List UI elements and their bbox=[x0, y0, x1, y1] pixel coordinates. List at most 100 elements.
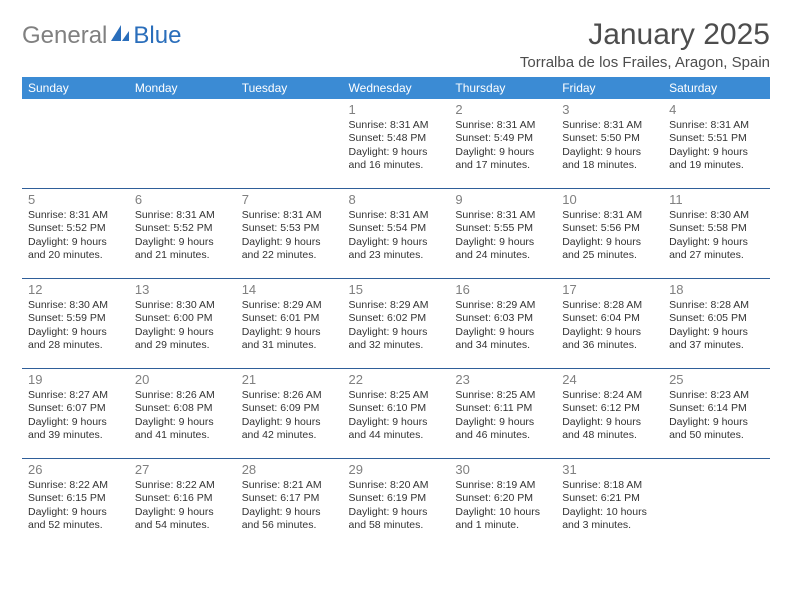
daylight-line: Daylight: 9 hours and 27 minutes. bbox=[669, 236, 764, 263]
sunset-line: Sunset: 6:21 PM bbox=[562, 492, 657, 505]
sunset-line: Sunset: 5:48 PM bbox=[349, 132, 444, 145]
calendar-cell bbox=[236, 99, 343, 189]
sunrise-line: Sunrise: 8:31 AM bbox=[562, 119, 657, 132]
day-info: Sunrise: 8:25 AMSunset: 6:10 PMDaylight:… bbox=[349, 389, 444, 443]
calendar-week-row: 5Sunrise: 8:31 AMSunset: 5:52 PMDaylight… bbox=[22, 189, 770, 279]
day-number: 20 bbox=[135, 372, 230, 387]
sunrise-line: Sunrise: 8:20 AM bbox=[349, 479, 444, 492]
day-number: 6 bbox=[135, 192, 230, 207]
sunrise-line: Sunrise: 8:26 AM bbox=[135, 389, 230, 402]
sunset-line: Sunset: 5:53 PM bbox=[242, 222, 337, 235]
day-number: 24 bbox=[562, 372, 657, 387]
calendar-cell: 24 Sunrise: 8:24 AMSunset: 6:12 PMDayligh… bbox=[556, 369, 663, 459]
sunrise-line: Sunrise: 8:28 AM bbox=[669, 299, 764, 312]
day-info: Sunrise: 8:31 AMSunset: 5:50 PMDaylight:… bbox=[562, 119, 657, 173]
calendar-cell: 19Sunrise: 8:27 AMSunset: 6:07 PMDayligh… bbox=[22, 369, 129, 459]
day-header: Friday bbox=[556, 77, 663, 99]
sunset-line: Sunset: 5:56 PM bbox=[562, 222, 657, 235]
day-info: Sunrise: 8:18 AMSunset: 6:21 PMDaylight:… bbox=[562, 479, 657, 533]
calendar-week-row: 26Sunrise: 8:22 AMSunset: 6:15 PMDayligh… bbox=[22, 459, 770, 549]
day-info: Sunrise: 8:31 AMSunset: 5:53 PMDaylight:… bbox=[242, 209, 337, 263]
day-info: Sunrise: 8:30 AMSunset: 5:58 PMDaylight:… bbox=[669, 209, 764, 263]
sunset-line: Sunset: 6:01 PM bbox=[242, 312, 337, 325]
sunset-line: Sunset: 6:14 PM bbox=[669, 402, 764, 415]
day-number: 7 bbox=[242, 192, 337, 207]
sunset-line: Sunset: 5:51 PM bbox=[669, 132, 764, 145]
daylight-line: Daylight: 9 hours and 24 minutes. bbox=[455, 236, 550, 263]
day-info: Sunrise: 8:29 AMSunset: 6:02 PMDaylight:… bbox=[349, 299, 444, 353]
calendar-cell: 11Sunrise: 8:30 AMSunset: 5:58 PMDayligh… bbox=[663, 189, 770, 279]
day-number: 21 bbox=[242, 372, 337, 387]
calendar-cell: 16Sunrise: 8:29 AMSunset: 6:03 PMDayligh… bbox=[449, 279, 556, 369]
daylight-line: Daylight: 9 hours and 39 minutes. bbox=[28, 416, 123, 443]
day-info: Sunrise: 8:27 AMSunset: 6:07 PMDaylight:… bbox=[28, 389, 123, 443]
sunset-line: Sunset: 5:49 PM bbox=[455, 132, 550, 145]
sunset-line: Sunset: 6:17 PM bbox=[242, 492, 337, 505]
day-info: Sunrise: 8:30 AMSunset: 6:00 PMDaylight:… bbox=[135, 299, 230, 353]
day-info: Sunrise: 8:31 AMSunset: 5:56 PMDaylight:… bbox=[562, 209, 657, 263]
daylight-line: Daylight: 9 hours and 44 minutes. bbox=[349, 416, 444, 443]
daylight-line: Daylight: 9 hours and 25 minutes. bbox=[562, 236, 657, 263]
day-number: 3 bbox=[562, 102, 657, 117]
location-text: Torralba de los Frailes, Aragon, Spain bbox=[520, 54, 770, 71]
day-number: 10 bbox=[562, 192, 657, 207]
calendar-cell: 31Sunrise: 8:18 AMSunset: 6:21 PMDayligh… bbox=[556, 459, 663, 549]
day-number: 26 bbox=[28, 462, 123, 477]
day-number: 1 bbox=[349, 102, 444, 117]
day-info: Sunrise: 8:28 AMSunset: 6:05 PMDaylight:… bbox=[669, 299, 764, 353]
daylight-line: Daylight: 9 hours and 37 minutes. bbox=[669, 326, 764, 353]
daylight-line: Daylight: 9 hours and 31 minutes. bbox=[242, 326, 337, 353]
day-info: Sunrise: 8:20 AMSunset: 6:19 PMDaylight:… bbox=[349, 479, 444, 533]
day-info: Sunrise: 8:22 AMSunset: 6:16 PMDaylight:… bbox=[135, 479, 230, 533]
sunset-line: Sunset: 6:11 PM bbox=[455, 402, 550, 415]
day-info: Sunrise: 8:31 AMSunset: 5:52 PMDaylight:… bbox=[28, 209, 123, 263]
calendar-cell: 17Sunrise: 8:28 AMSunset: 6:04 PMDayligh… bbox=[556, 279, 663, 369]
sunset-line: Sunset: 5:50 PM bbox=[562, 132, 657, 145]
sunrise-line: Sunrise: 8:31 AM bbox=[455, 209, 550, 222]
sunset-line: Sunset: 5:52 PM bbox=[28, 222, 123, 235]
calendar-cell: 13Sunrise: 8:30 AMSunset: 6:00 PMDayligh… bbox=[129, 279, 236, 369]
sunset-line: Sunset: 5:59 PM bbox=[28, 312, 123, 325]
title-block: January 2025 Torralba de los Frailes, Ar… bbox=[520, 18, 770, 71]
sunrise-line: Sunrise: 8:30 AM bbox=[28, 299, 123, 312]
daylight-line: Daylight: 9 hours and 34 minutes. bbox=[455, 326, 550, 353]
sunrise-line: Sunrise: 8:29 AM bbox=[455, 299, 550, 312]
sunrise-line: Sunrise: 8:31 AM bbox=[242, 209, 337, 222]
daylight-line: Daylight: 9 hours and 58 minutes. bbox=[349, 506, 444, 533]
sunset-line: Sunset: 6:16 PM bbox=[135, 492, 230, 505]
day-info: Sunrise: 8:24 AMSunset: 6:12 PMDaylight:… bbox=[562, 389, 657, 443]
calendar-cell: 10 Sunrise: 8:31 AMSunset: 5:56 PMDayligh… bbox=[556, 189, 663, 279]
day-info: Sunrise: 8:26 AMSunset: 6:09 PMDaylight:… bbox=[242, 389, 337, 443]
day-info: Sunrise: 8:29 AMSunset: 6:03 PMDaylight:… bbox=[455, 299, 550, 353]
day-info: Sunrise: 8:19 AMSunset: 6:20 PMDaylight:… bbox=[455, 479, 550, 533]
day-header: Saturday bbox=[663, 77, 770, 99]
day-info: Sunrise: 8:31 AMSunset: 5:51 PMDaylight:… bbox=[669, 119, 764, 173]
day-info: Sunrise: 8:31 AMSunset: 5:49 PMDaylight:… bbox=[455, 119, 550, 173]
sunrise-line: Sunrise: 8:18 AM bbox=[562, 479, 657, 492]
sunrise-line: Sunrise: 8:25 AM bbox=[349, 389, 444, 402]
sunset-line: Sunset: 6:19 PM bbox=[349, 492, 444, 505]
daylight-line: Daylight: 9 hours and 56 minutes. bbox=[242, 506, 337, 533]
daylight-line: Daylight: 10 hours and 1 minute. bbox=[455, 506, 550, 533]
calendar-cell: 20 Sunrise: 8:26 AMSunset: 6:08 PMDayligh… bbox=[129, 369, 236, 459]
day-info: Sunrise: 8:26 AMSunset: 6:08 PMDaylight:… bbox=[135, 389, 230, 443]
sunrise-line: Sunrise: 8:28 AM bbox=[562, 299, 657, 312]
sunrise-line: Sunrise: 8:31 AM bbox=[349, 209, 444, 222]
day-number: 9 bbox=[455, 192, 550, 207]
daylight-line: Daylight: 10 hours and 3 minutes. bbox=[562, 506, 657, 533]
calendar-cell: 15Sunrise: 8:29 AMSunset: 6:02 PMDayligh… bbox=[343, 279, 450, 369]
daylight-line: Daylight: 9 hours and 16 minutes. bbox=[349, 146, 444, 173]
daylight-line: Daylight: 9 hours and 23 minutes. bbox=[349, 236, 444, 263]
day-info: Sunrise: 8:31 AMSunset: 5:52 PMDaylight:… bbox=[135, 209, 230, 263]
sunset-line: Sunset: 6:09 PM bbox=[242, 402, 337, 415]
day-header: Wednesday bbox=[343, 77, 450, 99]
sunset-line: Sunset: 5:54 PM bbox=[349, 222, 444, 235]
daylight-line: Daylight: 9 hours and 20 minutes. bbox=[28, 236, 123, 263]
calendar-cell: 22Sunrise: 8:25 AMSunset: 6:10 PMDayligh… bbox=[343, 369, 450, 459]
calendar-cell bbox=[22, 99, 129, 189]
calendar-cell: 23Sunrise: 8:25 AMSunset: 6:11 PMDayligh… bbox=[449, 369, 556, 459]
calendar-cell: 28Sunrise: 8:21 AMSunset: 6:17 PMDayligh… bbox=[236, 459, 343, 549]
sunrise-line: Sunrise: 8:31 AM bbox=[135, 209, 230, 222]
sunset-line: Sunset: 6:15 PM bbox=[28, 492, 123, 505]
calendar-cell: 30Sunrise: 8:19 AMSunset: 6:20 PMDayligh… bbox=[449, 459, 556, 549]
